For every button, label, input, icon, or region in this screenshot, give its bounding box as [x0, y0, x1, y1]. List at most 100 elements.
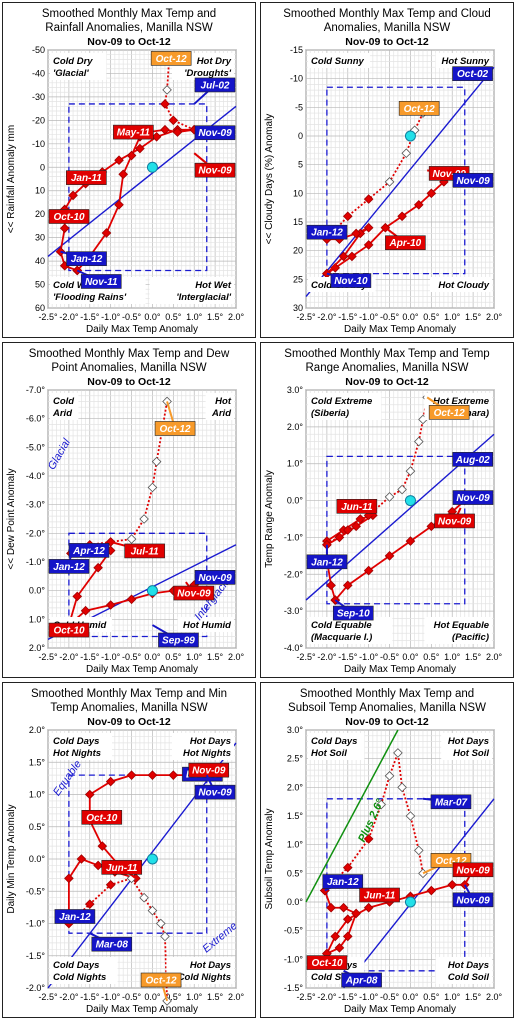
corner-label-bg [50, 53, 107, 80]
reference-box [68, 774, 208, 934]
y-tick-label: -2.0° [26, 983, 46, 993]
y-tick-label: 30 [293, 303, 303, 313]
x-axis-label: Daily Max Temp Anomaly [86, 664, 198, 675]
x-tick-label: 0.5° [423, 652, 440, 662]
chart-title: Smoothed Monthly Max Temp and [300, 688, 474, 700]
x-tick-label: -1.5° [338, 652, 358, 662]
callout-label: Nov-11 [85, 277, 118, 288]
corner-label-bg [50, 393, 79, 420]
quadrant-label: Hot Dry [197, 56, 232, 67]
callout-label-bg [154, 421, 196, 436]
data-point [160, 99, 170, 109]
quadrant-label: Cold [53, 396, 74, 407]
x-tick-label: -2.0° [59, 992, 79, 1002]
data-point [172, 127, 183, 137]
origin-marker [146, 585, 158, 597]
callout-label: Oct-12 [435, 856, 467, 867]
x-tick-label: 1.0° [186, 992, 203, 1002]
data-point [105, 879, 116, 890]
data-point [413, 199, 424, 210]
y-tick-label: 3.0° [287, 725, 304, 735]
quadrant-label: Cold Dry [53, 56, 93, 67]
callout-label: Nov-09 [438, 516, 472, 527]
callout-label-bg [385, 235, 426, 251]
x-tick-label: 2.0° [228, 312, 245, 322]
origin-marker [404, 896, 416, 908]
x-tick-label: -0.5° [122, 652, 142, 662]
x-tick-label: -1.5° [80, 992, 100, 1002]
y-tick-label: 1.0° [29, 614, 46, 624]
chart-subtitle: Nov-09 to Oct-12 [345, 36, 429, 48]
callout-label: Oct-10 [53, 626, 85, 637]
y-tick-label: -0.5° [284, 926, 304, 936]
data-point [64, 873, 74, 884]
callout-label-bg [124, 543, 165, 559]
y-tick-label: -10 [32, 139, 45, 149]
callout-label: Jun-11 [364, 891, 396, 902]
callout-label: Nov-09 [198, 788, 232, 799]
corner-label-bg [205, 393, 234, 420]
y-tick-label: -5 [295, 102, 303, 112]
x-tick-label: -1.5° [80, 652, 100, 662]
y-tick-label: 10 [35, 186, 45, 196]
series-line [324, 752, 424, 892]
callout-label: Oct-12 [434, 408, 466, 419]
data-point [118, 169, 129, 180]
quadrant-label: Hot Nights [183, 748, 231, 759]
quadrant-label: Cold Soil [311, 972, 353, 983]
y-tick-label: -4.0° [26, 471, 46, 481]
data-point [59, 223, 70, 234]
corner-label-bg [424, 617, 492, 644]
x-tick-label: -2.0° [317, 312, 337, 322]
corner-label-bg [172, 733, 234, 760]
data-point [80, 605, 91, 616]
callout-label-bg [91, 936, 133, 952]
y-tick-label: -1.0° [26, 919, 46, 929]
x-tick-label: -2.0° [59, 652, 79, 662]
corner-label-bg [50, 733, 112, 760]
quadrant-label: Cold Days [53, 736, 99, 747]
chart-panel: Smoothed Monthly Max Temp and Min Temp An… [2, 682, 256, 1018]
y-tick-label: 2.0° [29, 725, 46, 735]
quadrant-label: Cold Extreme [311, 396, 373, 407]
chart-title: Subsoil Temp Anomalies, Manilla NSW [288, 702, 486, 714]
quadrant-label: Cold Wet [53, 280, 95, 291]
callout-label: Jan-12 [71, 254, 103, 265]
data-point [147, 905, 158, 916]
y-tick-label: 20 [293, 246, 303, 256]
data-point [342, 931, 353, 942]
y-tick-label: -1.0° [26, 557, 46, 567]
data-point [363, 240, 374, 250]
y-tick-label: 1.0° [287, 840, 304, 850]
callout-label-bg [66, 251, 107, 267]
data-point [405, 536, 416, 546]
quadrant-label: Hot Days [448, 960, 489, 971]
y-tick-label: 0 [40, 162, 45, 172]
corner-label-bg [308, 733, 365, 760]
quadrant-label: Cold Equable [311, 620, 372, 631]
corner-label-bg [308, 53, 370, 68]
reference-box [68, 103, 208, 272]
data-point [326, 902, 336, 913]
y-tick-label: -50 [32, 45, 45, 55]
data-point [72, 591, 83, 602]
x-tick-label: 1.0° [444, 992, 461, 1002]
origin-marker [404, 130, 416, 142]
x-tick-label: -0.5° [380, 992, 400, 1002]
x-tick-label: 1.0° [186, 312, 203, 322]
quadrant-label: Hot Days [190, 960, 231, 971]
y-tick-label: 20 [35, 209, 45, 219]
x-tick-label: 0.5° [423, 992, 440, 1002]
callout-label-bg [434, 513, 475, 529]
callout-label: Apr-12 [72, 546, 105, 557]
x-tick-label: 0.0° [144, 652, 161, 662]
x-axis-label: Daily Max Temp Anomaly [344, 1004, 456, 1015]
data-point [351, 228, 361, 239]
x-tick-label: -1.0° [359, 992, 379, 1002]
y-tick-label: -15 [290, 45, 303, 55]
y-tick-label: -3.0° [284, 606, 304, 616]
chart-panel: Smoothed Monthly Max Temp and Rainfall An… [2, 2, 256, 338]
callout-label-bg [430, 794, 472, 810]
x-tick-label: -2.5° [296, 312, 316, 322]
callout-label-bg [194, 570, 236, 585]
